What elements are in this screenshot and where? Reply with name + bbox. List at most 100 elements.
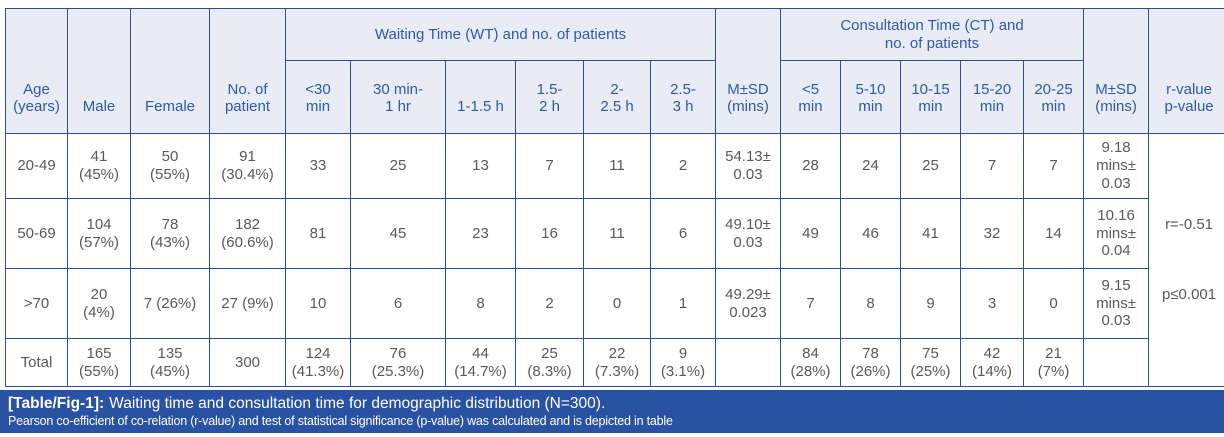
cell-ct: 8 — [840, 268, 901, 339]
cell-wt: 2 — [650, 133, 716, 199]
cell-wt: 25 (8.3%) — [515, 338, 584, 387]
cell-wt: 9 (3.1%) — [650, 338, 716, 387]
col-header-female: Female — [130, 8, 210, 134]
cell-wt-msd: 49.29± 0.023 — [715, 268, 781, 339]
p-value: p≤0.001 — [1161, 286, 1217, 303]
col-header-wt-2-2-5: 2- 2.5 h — [583, 60, 651, 134]
cell-ct-msd: 10.16 mins± 0.04 — [1083, 198, 1150, 269]
col-header-wt-1-1-5: 1-1.5 h — [445, 60, 516, 134]
cell-ct: 0 — [1022, 268, 1085, 339]
table-header: Age (years) Male Female No. of patient W… — [5, 8, 1224, 134]
col-header-patients: No. of patient — [209, 8, 286, 134]
cell-patients: 182 (60.6%) — [209, 198, 286, 269]
table-container: Age (years) Male Female No. of patient W… — [5, 8, 1224, 387]
cell-ct: 32 — [960, 198, 1024, 269]
cell-age: 50-69 — [5, 198, 68, 269]
cell-wt: 33 — [285, 133, 351, 199]
cell-ct-msd — [1083, 338, 1150, 387]
col-header-ct-lt5: <5 min — [780, 60, 841, 134]
cell-wt: 0 — [583, 268, 651, 339]
cell-ct: 49 — [780, 198, 841, 269]
cell-ct: 75 (25%) — [900, 338, 961, 387]
cell-female: 135 (45%) — [130, 338, 210, 387]
cell-wt: 11 — [583, 198, 651, 269]
cell-ct: 46 — [840, 198, 901, 269]
col-header-ct-5-10: 5-10 min — [840, 60, 901, 134]
cell-ct: 24 — [840, 133, 901, 199]
col-header-ct-msd: M±SD (mins) — [1083, 8, 1150, 134]
cell-wt-msd: 54.13± 0.03 — [715, 133, 781, 199]
cell-ct-msd: 9.18 mins± 0.03 — [1083, 133, 1150, 199]
cell-ct: 84 (28%) — [780, 338, 841, 387]
cell-ct: 42 (14%) — [960, 338, 1024, 387]
cell-wt: 6 — [650, 198, 716, 269]
col-header-ct-15-20: 15-20 min — [960, 60, 1024, 134]
cell-wt: 23 — [445, 198, 516, 269]
caption-title: Waiting time and consultation time for d… — [109, 395, 606, 412]
cell-wt: 10 — [285, 268, 351, 339]
table-row-20-49: 20-49 41 (45%) 50 (55%) 91 (30.4%) 33 25… — [5, 133, 1224, 387]
cell-patients: 91 (30.4%) — [209, 133, 286, 199]
cell-wt: 22 (7.3%) — [583, 338, 651, 387]
cell-ct: 14 — [1022, 198, 1085, 269]
col-header-wt-2-5-3: 2.5- 3 h — [650, 60, 716, 134]
cell-r-p-value: r=-0.51 p≤0.001 — [1148, 133, 1224, 387]
col-header-ct-20-25: 20-25 min — [1022, 60, 1085, 134]
cell-male: 104 (57%) — [67, 198, 131, 269]
col-header-wt-lt30: <30 min — [285, 60, 351, 134]
cell-ct: 78 (26%) — [840, 338, 901, 387]
cell-wt: 1 — [650, 268, 716, 339]
cell-ct: 28 — [780, 133, 841, 199]
cell-age: Total — [5, 338, 68, 387]
cell-female: 7 (26%) — [130, 268, 210, 339]
cell-patients: 300 — [209, 338, 286, 387]
cell-ct-msd: 9.15 mins± 0.03 — [1083, 268, 1150, 339]
cell-wt-msd — [715, 338, 781, 387]
cell-female: 78 (43%) — [130, 198, 210, 269]
cell-wt: 16 — [515, 198, 584, 269]
cell-ct: 9 — [900, 268, 961, 339]
header-group-row: Age (years) Male Female No. of patient W… — [5, 8, 1224, 134]
cell-wt: 44 (14.7%) — [445, 338, 516, 387]
col-header-wt-1-5-2: 1.5- 2 h — [515, 60, 584, 134]
cell-ct: 21 (7%) — [1022, 338, 1085, 387]
col-header-wt-msd: M±SD (mins) — [715, 8, 781, 134]
cell-wt: 76 (25.3%) — [350, 338, 446, 387]
cell-wt: 81 — [285, 198, 351, 269]
cell-female: 50 (55%) — [130, 133, 210, 199]
cell-age: >70 — [5, 268, 68, 339]
cell-ct: 7 — [1022, 133, 1085, 199]
caption-note: Pearson co-efficient of co-relation (r-v… — [8, 414, 673, 429]
r-p-value-stack: r=-0.51 p≤0.001 — [1151, 216, 1224, 303]
table-row-50-69: 50-69 104 (57%) 78 (43%) 182 (60.6%) 81 … — [5, 198, 1224, 269]
cell-wt: 6 — [350, 268, 446, 339]
col-header-male: Male — [67, 8, 131, 134]
col-header-r-p-value: r-value p-value — [1148, 8, 1224, 134]
table-row-over-70: >70 20 (4%) 7 (26%) 27 (9%) 10 6 8 2 0 1… — [5, 268, 1224, 339]
header-columns-row: <30 min 30 min- 1 hr 1-1.5 h 1.5- 2 h 2-… — [6, 60, 1224, 134]
cell-wt: 13 — [445, 133, 516, 199]
r-value: r=-0.51 — [1165, 216, 1214, 234]
cell-wt: 45 — [350, 198, 446, 269]
cell-patients: 27 (9%) — [209, 268, 286, 339]
cell-ct: 41 — [900, 198, 961, 269]
cell-wt-msd: 49.10± 0.03 — [715, 198, 781, 269]
demographics-table: Age (years) Male Female No. of patient W… — [5, 8, 1224, 387]
cell-male: 41 (45%) — [67, 133, 131, 199]
cell-ct: 25 — [900, 133, 961, 199]
caption-bar: [Table/Fig-1]: Waiting time and consultat… — [0, 390, 1224, 433]
cell-wt: 124 (41.3%) — [285, 338, 351, 387]
cell-ct: 7 — [960, 133, 1024, 199]
cell-wt: 8 — [445, 268, 516, 339]
col-header-ct-10-15: 10-15 min — [900, 60, 961, 134]
table-row-total: Total 165 (55%) 135 (45%) 300 124 (41.3%… — [5, 338, 1224, 387]
cell-wt: 11 — [583, 133, 651, 199]
cell-male: 20 (4%) — [67, 268, 131, 339]
cell-wt: 2 — [515, 268, 584, 339]
col-header-age: Age (years) — [5, 8, 68, 134]
figure-label: [Table/Fig-1]: — [8, 395, 105, 412]
table-body: 20-49 41 (45%) 50 (55%) 91 (30.4%) 33 25… — [5, 133, 1224, 387]
cell-ct: 7 — [780, 268, 841, 339]
cell-wt: 7 — [515, 133, 584, 199]
